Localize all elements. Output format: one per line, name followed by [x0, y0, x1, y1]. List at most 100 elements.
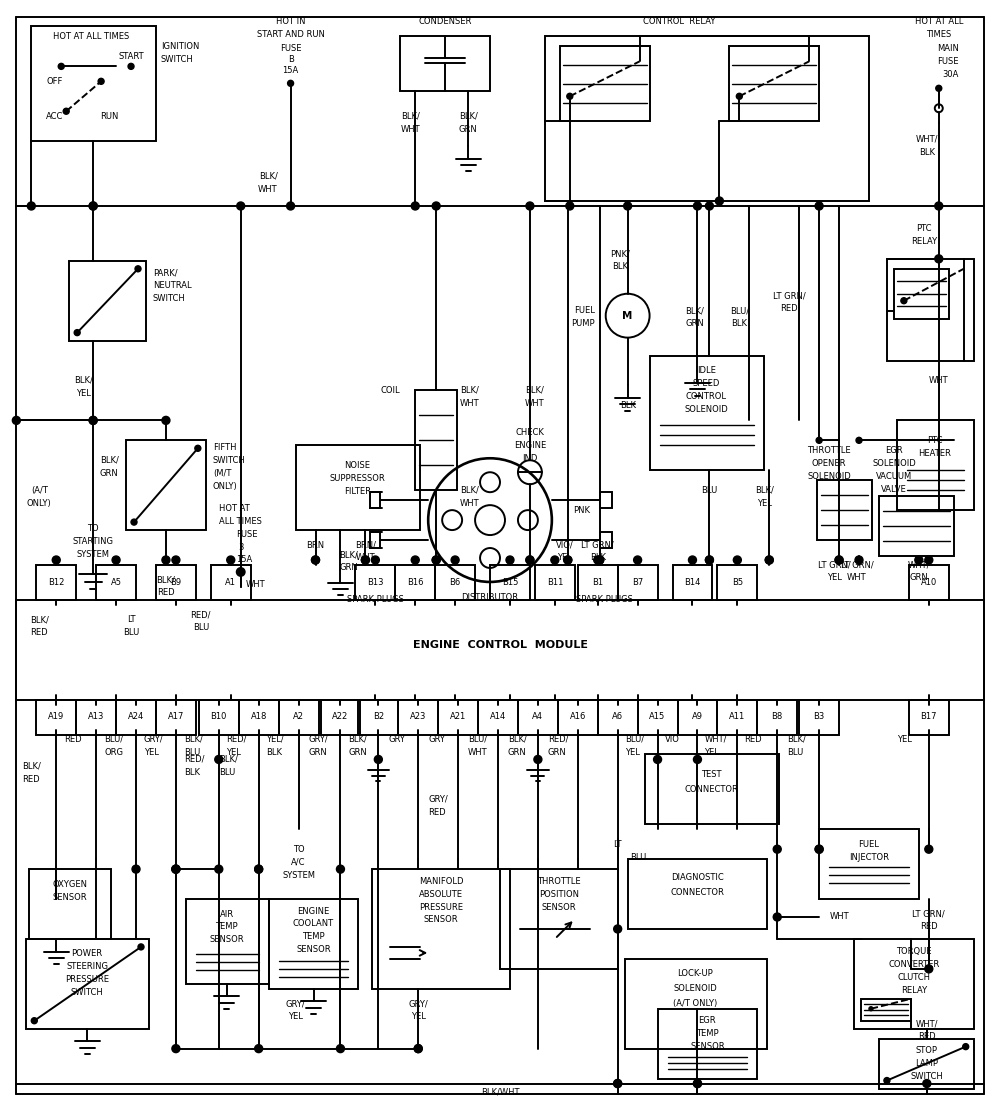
Bar — [500, 869, 618, 969]
Text: ACC: ACC — [46, 112, 64, 120]
Bar — [578, 565, 618, 600]
Text: A2: A2 — [293, 712, 304, 721]
Bar — [26, 939, 149, 1029]
Text: A4: A4 — [532, 712, 543, 721]
Text: BLK: BLK — [919, 147, 935, 156]
Circle shape — [915, 556, 923, 564]
Text: BLK/: BLK/ — [525, 386, 544, 395]
Text: WHT: WHT — [929, 376, 949, 385]
Text: HOT AT ALL TIMES: HOT AT ALL TIMES — [53, 32, 129, 41]
Text: HOT IN: HOT IN — [276, 17, 305, 26]
Circle shape — [925, 964, 933, 973]
Text: WHT: WHT — [468, 748, 488, 757]
Text: NEUTRAL: NEUTRAL — [153, 281, 192, 290]
Circle shape — [526, 202, 534, 210]
Text: BLK/: BLK/ — [755, 486, 774, 495]
Text: TIMES: TIMES — [926, 30, 951, 39]
Circle shape — [566, 202, 574, 210]
Bar — [535, 565, 575, 600]
Bar — [370, 532, 380, 549]
Text: VIO: VIO — [665, 735, 679, 744]
Text: YEL: YEL — [411, 1012, 426, 1021]
Text: BLK/: BLK/ — [459, 112, 478, 120]
Circle shape — [816, 437, 822, 444]
Circle shape — [654, 756, 662, 764]
Text: GRN: GRN — [459, 125, 477, 134]
Text: SENSOR: SENSOR — [296, 946, 331, 954]
Text: LT GRN/: LT GRN/ — [581, 541, 614, 550]
Circle shape — [923, 1079, 931, 1087]
Text: B3: B3 — [813, 712, 825, 721]
Circle shape — [128, 64, 134, 69]
Circle shape — [567, 94, 573, 99]
Circle shape — [693, 756, 701, 764]
Circle shape — [925, 845, 933, 853]
Circle shape — [411, 202, 419, 210]
Circle shape — [414, 1045, 422, 1053]
Text: BLK/: BLK/ — [100, 456, 119, 465]
Text: SWITCH: SWITCH — [213, 456, 246, 465]
Circle shape — [414, 1045, 422, 1053]
Text: SOLENOID: SOLENOID — [674, 985, 717, 993]
Text: YEL: YEL — [557, 553, 572, 562]
Text: 30A: 30A — [942, 70, 959, 79]
Circle shape — [58, 64, 64, 69]
Text: GRN: GRN — [548, 748, 567, 757]
Text: SOLENOID: SOLENOID — [685, 405, 728, 414]
Circle shape — [432, 556, 440, 564]
Text: SOLENOID: SOLENOID — [872, 458, 916, 468]
Text: LT GRN/: LT GRN/ — [841, 561, 873, 570]
Text: GRY/: GRY/ — [408, 999, 428, 1008]
Text: POSITION: POSITION — [539, 890, 579, 899]
Bar — [435, 565, 475, 600]
Text: PTC: PTC — [916, 224, 932, 233]
Text: SENSOR: SENSOR — [209, 935, 244, 944]
Bar — [269, 899, 358, 989]
Circle shape — [634, 556, 642, 564]
Text: COIL: COIL — [381, 386, 400, 395]
Text: YEL: YEL — [76, 389, 91, 398]
Bar — [96, 565, 136, 600]
Text: VACUUM: VACUUM — [876, 472, 912, 481]
Circle shape — [336, 1045, 344, 1053]
Text: OXYGEN: OXYGEN — [53, 880, 88, 889]
Text: GRY: GRY — [428, 735, 445, 744]
Text: ENGINE: ENGINE — [297, 906, 330, 915]
Text: SPARK PLUGS: SPARK PLUGS — [576, 595, 633, 604]
Bar — [678, 699, 717, 735]
Text: RED/: RED/ — [548, 735, 568, 744]
Bar — [116, 699, 156, 735]
Bar — [490, 565, 530, 600]
Text: IGNITION: IGNITION — [161, 42, 199, 51]
Circle shape — [172, 556, 180, 564]
Text: BLK/: BLK/ — [460, 486, 479, 495]
Text: A16: A16 — [570, 712, 586, 721]
Bar — [398, 699, 438, 735]
Text: OPENER: OPENER — [812, 458, 846, 468]
Circle shape — [195, 445, 201, 452]
Text: BLK/: BLK/ — [339, 551, 358, 560]
Text: WHT: WHT — [400, 125, 420, 134]
Text: WHT: WHT — [258, 184, 278, 194]
Circle shape — [901, 298, 907, 303]
Circle shape — [162, 556, 170, 564]
Text: ONLY): ONLY) — [213, 482, 238, 491]
Text: YEL: YEL — [704, 748, 719, 757]
Circle shape — [238, 569, 244, 575]
Circle shape — [856, 437, 862, 444]
Text: LAMP: LAMP — [915, 1059, 938, 1068]
Circle shape — [172, 865, 180, 873]
Text: BLK/: BLK/ — [460, 386, 479, 395]
Text: CONTROL  RELAY: CONTROL RELAY — [643, 17, 716, 26]
Circle shape — [74, 330, 80, 336]
Text: A22: A22 — [332, 712, 349, 721]
Text: LOCK-UP: LOCK-UP — [678, 969, 713, 978]
Bar — [558, 699, 598, 735]
Bar — [600, 492, 612, 508]
Text: WHT: WHT — [460, 498, 480, 507]
Text: PUMP: PUMP — [571, 319, 595, 328]
Circle shape — [336, 865, 344, 873]
Bar — [598, 699, 638, 735]
Text: FUSE: FUSE — [280, 43, 301, 52]
Text: RED: RED — [780, 304, 798, 313]
